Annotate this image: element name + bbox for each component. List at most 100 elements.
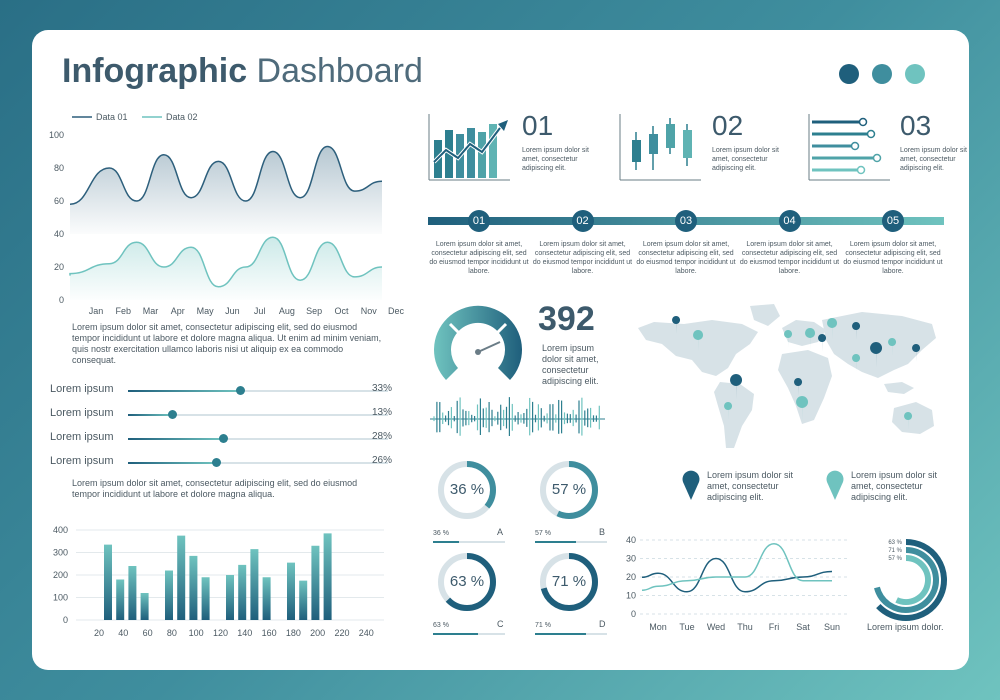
- bar: [140, 593, 149, 620]
- timeline-step-number[interactable]: 04: [778, 210, 801, 232]
- bar: [299, 580, 308, 620]
- radial-arc: [876, 539, 947, 621]
- timeline-step-number[interactable]: 02: [571, 210, 594, 232]
- dot-dark[interactable]: [839, 64, 859, 84]
- gauge-arc: [434, 305, 522, 380]
- slider-track[interactable]: [128, 386, 388, 395]
- slider-knob[interactable]: [236, 386, 246, 395]
- kpi-3-number: 03: [900, 110, 932, 141]
- map-pin-dark[interactable]: [852, 322, 861, 340]
- bar: [128, 566, 137, 620]
- kpi-1-text: Lorem ipsum dolor sit amet, consectetur …: [522, 147, 589, 172]
- kpi-bar-trend-chart: [428, 114, 510, 181]
- bar: [177, 535, 186, 620]
- x-tick-label: 140: [237, 628, 252, 638]
- progress-ring: [438, 461, 496, 519]
- dot-light[interactable]: [905, 64, 925, 84]
- kpi3-knob: [850, 141, 860, 151]
- slider-knob[interactable]: [212, 458, 222, 467]
- x-tick-label: May: [197, 306, 215, 316]
- x-tick-label: Sun: [824, 622, 840, 632]
- radial-label: 57 %: [888, 556, 902, 562]
- map-pin-dark[interactable]: [794, 378, 803, 396]
- x-tick-label: 20: [94, 628, 104, 638]
- slider-row: Lorem ipsum 26%: [50, 455, 395, 469]
- series-line: [641, 557, 833, 593]
- map-legend-text-dark: Lorem ipsum dolor sit amet, consectetur …: [707, 470, 794, 502]
- speed-gauge: [434, 305, 522, 380]
- map-pin-light[interactable]: [852, 354, 861, 372]
- slider-track[interactable]: [128, 410, 388, 419]
- map-pin-light[interactable]: [827, 318, 838, 340]
- slider-knob[interactable]: [219, 434, 229, 443]
- ring-letter: B: [599, 527, 606, 537]
- map-pin-light[interactable]: [693, 330, 704, 352]
- series-area: [70, 237, 382, 300]
- map-europe: [782, 320, 826, 346]
- map-greenland: [750, 304, 780, 326]
- slider-fill: [128, 438, 224, 440]
- timeline-step-number[interactable]: 01: [468, 210, 490, 232]
- kpi1-trend-line: [433, 127, 501, 163]
- ring-underline-fill: [535, 541, 577, 543]
- map-indonesia: [884, 382, 914, 394]
- x-tick-label: Aug: [279, 306, 295, 316]
- window-dots: [839, 64, 925, 84]
- ring-center-value: 57 %: [551, 481, 587, 498]
- timeline-step-text: Lorem ipsum dolor sit amet, consectetur …: [739, 241, 840, 275]
- x-tick-label: 100: [189, 628, 204, 638]
- map-pin-dark[interactable]: [870, 342, 883, 368]
- legend-label: Data 02: [166, 112, 198, 122]
- x-tick-label: 180: [286, 628, 301, 638]
- x-tick-label: Apr: [171, 306, 185, 316]
- ring-small-value: 57 %: [535, 530, 551, 537]
- kpi-2-number: 02: [712, 110, 744, 141]
- slider-label: Lorem ipsum: [50, 383, 114, 395]
- legend-label: Data 01: [96, 112, 128, 122]
- timeline-step-number[interactable]: 03: [675, 210, 697, 232]
- map-pin-light[interactable]: [724, 402, 733, 420]
- ring-underline-track: [433, 541, 505, 543]
- dot-mid[interactable]: [872, 64, 892, 84]
- slider-track[interactable]: [128, 458, 388, 467]
- timeline-step-text: Lorem ipsum dolor sit amet, consectetur …: [843, 241, 943, 275]
- map-pin-light[interactable]: [805, 328, 816, 350]
- map-pin-light[interactable]: [904, 412, 913, 430]
- x-tick-label: 120: [213, 628, 228, 638]
- x-tick-label: Sep: [306, 306, 322, 316]
- map-pin-light[interactable]: [796, 396, 809, 422]
- ring-progress: [438, 553, 496, 611]
- pin-dark-icon: [682, 470, 700, 500]
- gauge-description: Lorem ipsum dolor sit amet, consectetur …: [542, 343, 599, 386]
- x-tick-label: 160: [262, 628, 277, 638]
- slider-track[interactable]: [128, 434, 388, 443]
- kpi-2-text: Lorem ipsum dolor sit amet, consectetur …: [712, 147, 779, 172]
- slider-row: Lorem ipsum 28%: [50, 431, 395, 445]
- gauge-segment-divider: [493, 322, 508, 337]
- ring-underline-fill: [535, 633, 587, 635]
- map-pin-dark[interactable]: [672, 316, 681, 334]
- map-pin-light[interactable]: [888, 338, 897, 356]
- y-tick-label: 20: [626, 572, 636, 582]
- timeline-step-number[interactable]: 05: [882, 210, 904, 232]
- map-pin-dark[interactable]: [912, 344, 921, 362]
- y-tick-label: 0: [631, 609, 636, 619]
- x-tick-label: 200: [310, 628, 325, 638]
- series-area: [70, 146, 382, 234]
- ring-letter: D: [599, 619, 606, 629]
- ring-underline-fill: [433, 633, 479, 635]
- slider-knob[interactable]: [168, 410, 178, 419]
- dashboard-card: Infographic Dashboard 0 20 40 60 80 100 Jan Feb…: [32, 30, 969, 670]
- map-pin-dark[interactable]: [818, 334, 827, 352]
- x-tick-label: Jan: [89, 306, 104, 316]
- map-pin-light[interactable]: [784, 330, 793, 348]
- bar: [226, 575, 234, 620]
- bar: [250, 549, 259, 620]
- bar: [165, 570, 173, 620]
- bar: [189, 555, 198, 620]
- map-pin-dark[interactable]: [730, 374, 743, 400]
- kpi-horizontal-lines-chart: [808, 114, 890, 181]
- slider-label: Lorem ipsum: [50, 431, 114, 443]
- x-tick-label: Mon: [649, 622, 667, 632]
- kpi-candlestick-chart: [619, 114, 701, 181]
